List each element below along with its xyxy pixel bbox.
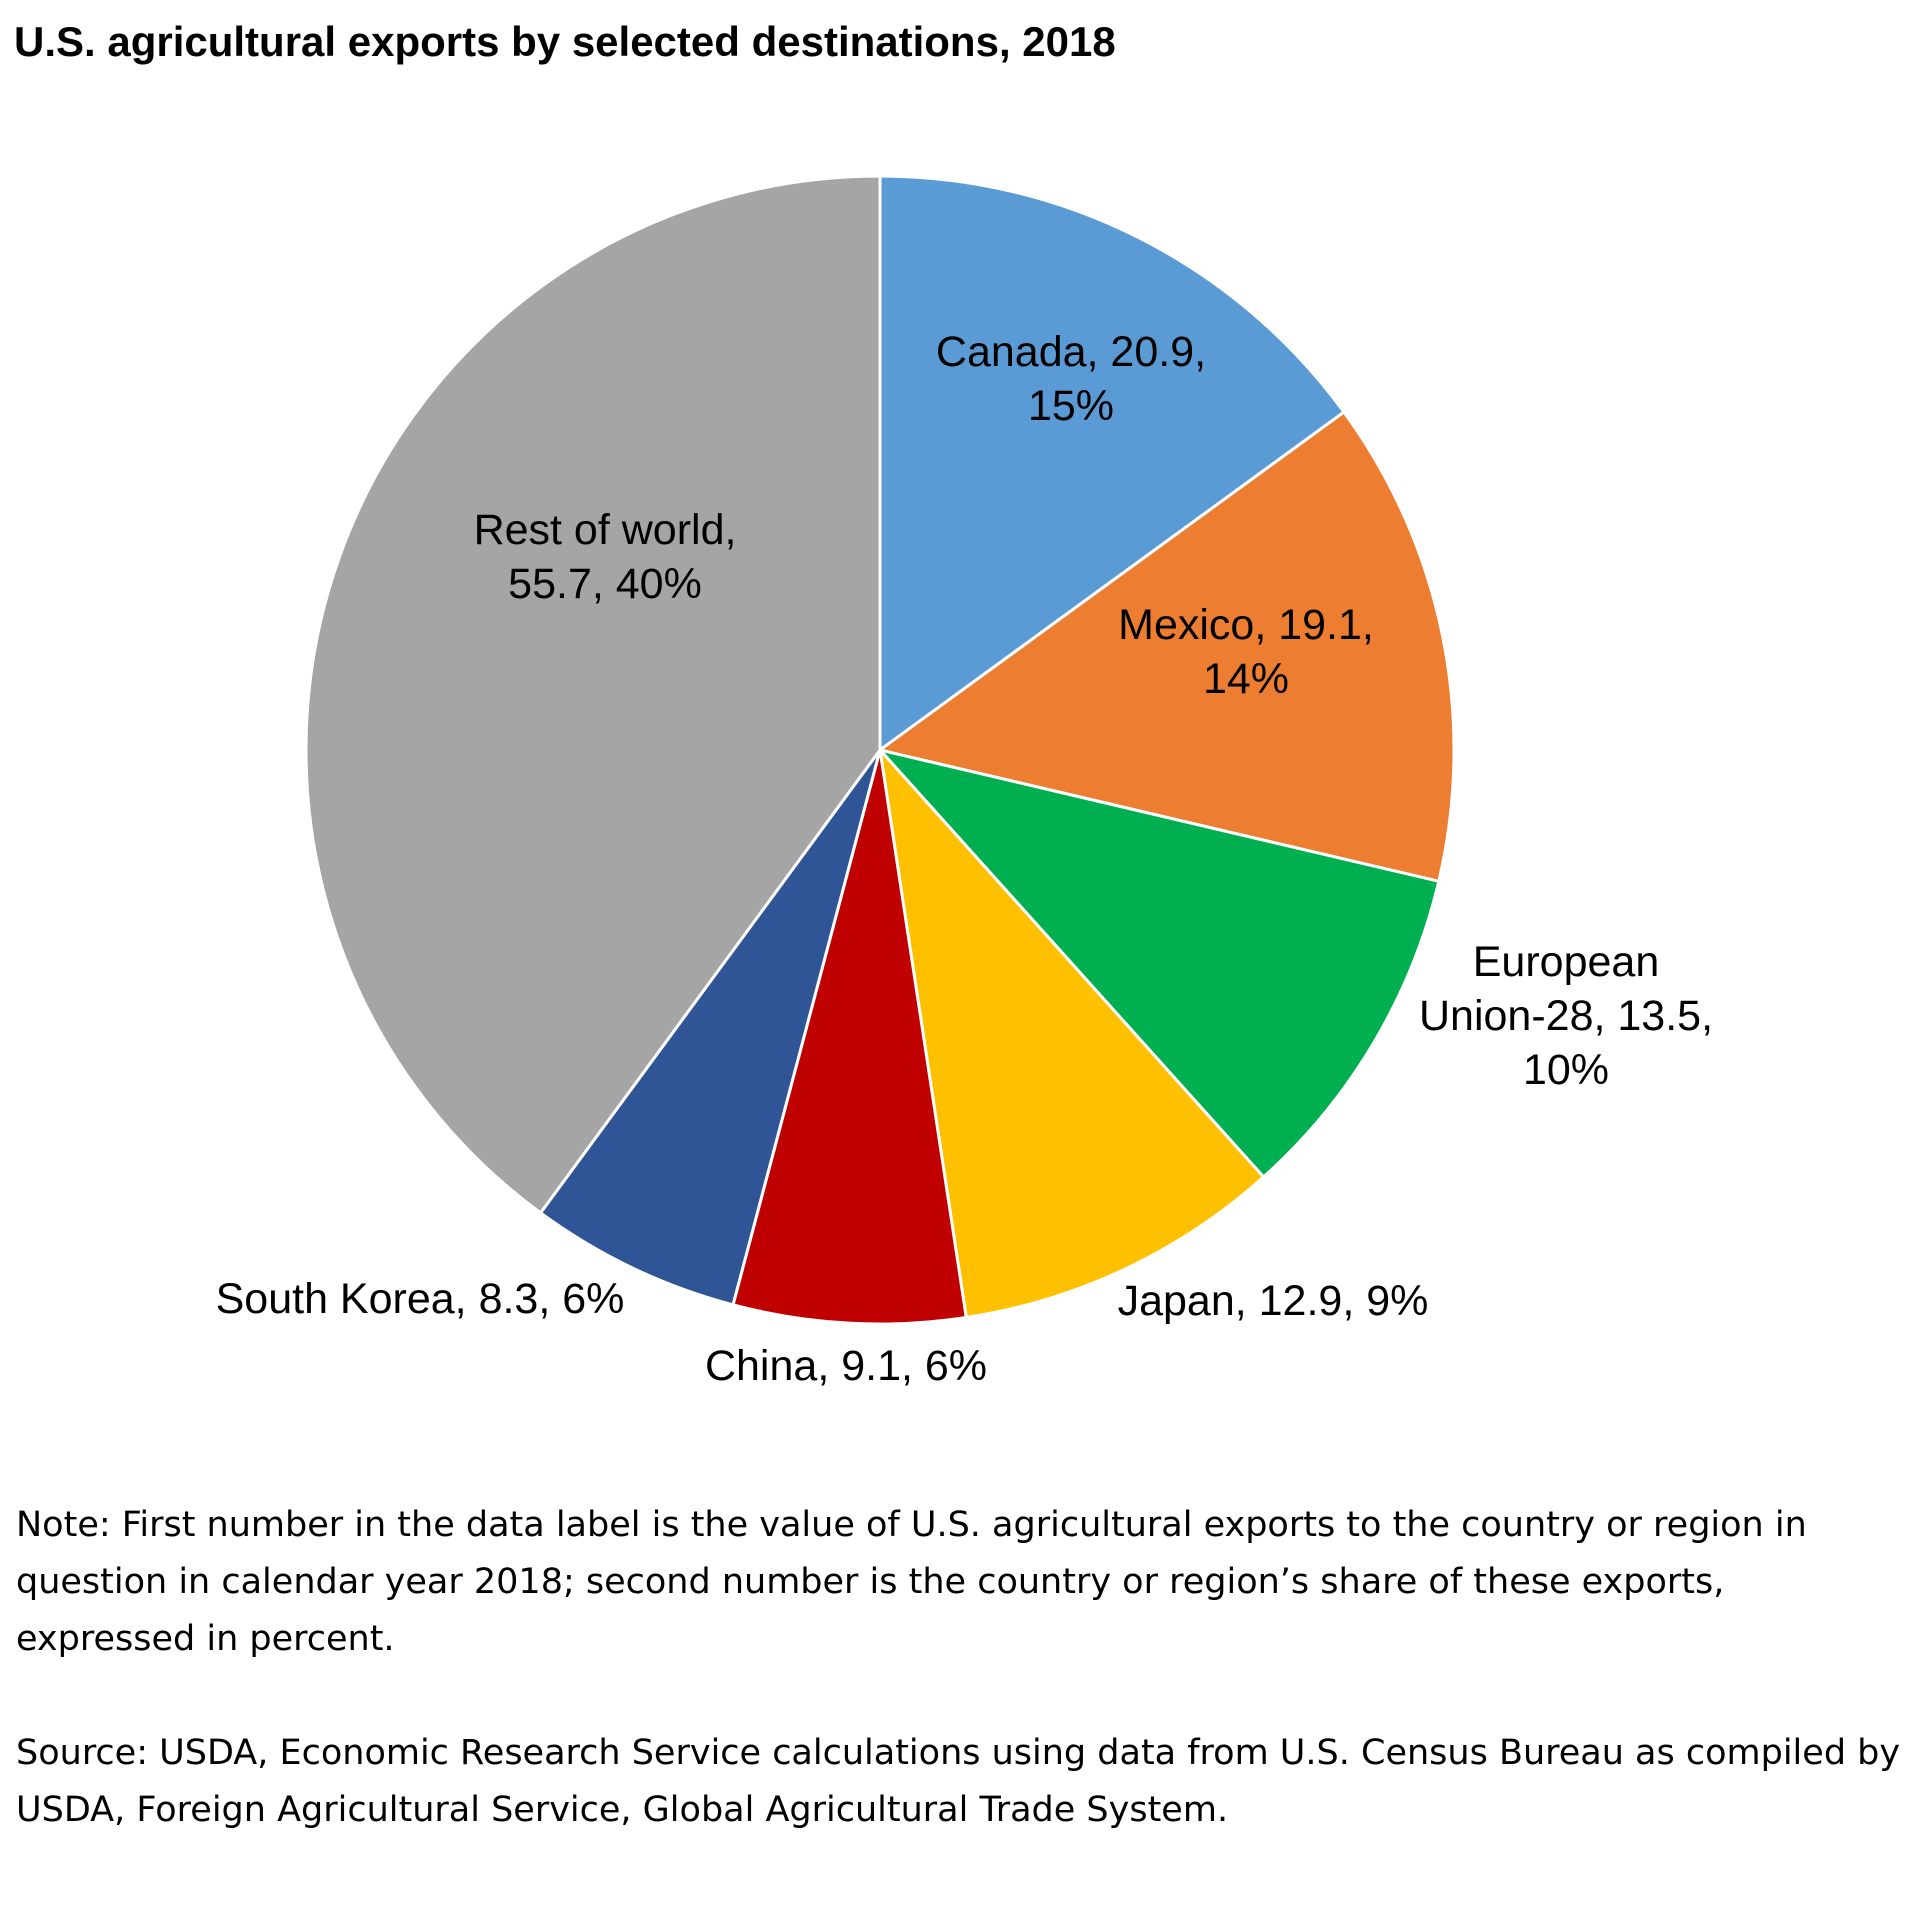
chart-notes: Note: First number in the data label is … <box>16 1497 1906 1839</box>
note-text: Note: First number in the data label is … <box>16 1505 1807 1659</box>
data-label-china: China, 9.1, 6% <box>705 1342 987 1390</box>
pie-slice-south-korea <box>538 749 882 1307</box>
source-text: Source: USDA, Economic Research Service … <box>16 1733 1901 1830</box>
data-label-line: 55.7, 40% <box>508 560 702 608</box>
pie-slice-china <box>731 749 968 1326</box>
data-label-canada: Canada, 20.9, 15% <box>936 328 1206 430</box>
chart-title: U.S. agricultural exports by selected de… <box>14 18 1116 65</box>
pie-slices <box>304 174 1456 1326</box>
data-label-line: Japan, 12.9, 9% <box>1118 1277 1429 1325</box>
data-label-line: European <box>1473 938 1660 986</box>
data-label-line: Rest of world, <box>474 506 737 554</box>
pie-slice-japan <box>877 745 1266 1320</box>
data-label-line: 15% <box>1028 382 1114 430</box>
data-label-line: 10% <box>1523 1046 1609 1094</box>
data-label-line: 14% <box>1203 655 1289 703</box>
pie-chart: Canada, 20.9, 15% Mexico, 19.1, 14% European… <box>216 174 1713 1390</box>
pie-labels: Canada, 20.9, 15% Mexico, 19.1, 14% European… <box>216 328 1713 1390</box>
data-label-line: South Korea, 8.3, 6% <box>216 1275 625 1323</box>
data-label-line: Mexico, 19.1, <box>1118 601 1374 649</box>
data-label-line: China, 9.1, 6% <box>705 1342 987 1390</box>
pie-slice-rest-of-world <box>304 174 882 1215</box>
data-label-japan: Japan, 12.9, 9% <box>1118 1277 1429 1325</box>
pie-slice-european-union-28 <box>875 747 1441 1180</box>
data-label-european-union-28: European Union-28, 13.5, 10% <box>1419 938 1713 1094</box>
pie-slice-mexico <box>876 409 1456 884</box>
data-label-south-korea: South Korea, 8.3, 6% <box>216 1275 625 1323</box>
data-label-line: Canada, 20.9, <box>936 328 1206 376</box>
data-label-line: Union-28, 13.5, <box>1419 992 1713 1040</box>
data-label-mexico: Mexico, 19.1, 14% <box>1118 601 1374 703</box>
pie-slice-canada <box>878 174 1347 753</box>
data-label-rest-of-world: Rest of world, 55.7, 40% <box>474 506 737 608</box>
